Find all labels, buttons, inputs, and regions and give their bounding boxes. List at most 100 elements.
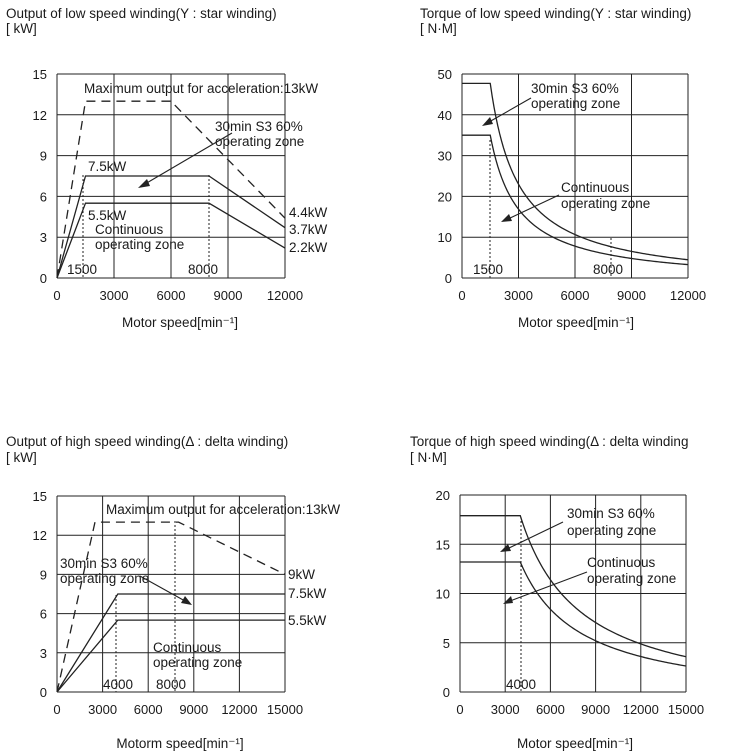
arrow-line bbox=[488, 97, 532, 123]
annotation: operating zone bbox=[215, 134, 304, 149]
y-tick-label: 6 bbox=[40, 607, 47, 622]
x-tick-label: 9000 bbox=[617, 288, 646, 303]
series-line bbox=[56, 202, 286, 279]
x-tick-label: 9000 bbox=[179, 702, 208, 717]
y-tick-label: 50 bbox=[438, 67, 452, 82]
axis-ticks: 0 3000 6000 9000 12000 15000 0 5 10 15 20 bbox=[436, 488, 705, 717]
arrowhead bbox=[500, 544, 511, 552]
annotation: 4.4kW bbox=[289, 205, 328, 220]
x-axis-label: Motor speed[min⁻¹] bbox=[518, 315, 634, 330]
chart-output-low-speed: Output of low speed winding(Y : star win… bbox=[6, 6, 328, 330]
annotation: 9kW bbox=[288, 567, 315, 582]
annotation: 8000 bbox=[188, 262, 218, 277]
arrow-line bbox=[139, 575, 186, 602]
chart-grid bbox=[56, 73, 286, 279]
annotation: 7.5kW bbox=[88, 159, 127, 174]
arrowhead bbox=[138, 179, 150, 188]
x-tick-label: 0 bbox=[458, 288, 465, 303]
x-tick-label: 12000 bbox=[221, 702, 257, 717]
annotation: Maximum output for acceleration:13kW bbox=[84, 81, 318, 96]
annotation: Continuous bbox=[561, 180, 630, 195]
annotation: operating zone bbox=[153, 655, 242, 670]
arrowhead bbox=[482, 117, 493, 126]
annotation: 30min S3 60% bbox=[567, 506, 655, 521]
x-tick-label: 6000 bbox=[536, 702, 565, 717]
chart-unit: [ kW] bbox=[6, 21, 37, 36]
y-tick-label: 9 bbox=[40, 567, 47, 582]
annotation: 7.5kW bbox=[288, 586, 327, 601]
series-line bbox=[462, 82, 689, 261]
series-line bbox=[56, 593, 285, 693]
annotation: operating zone bbox=[587, 571, 676, 586]
chart-output-high-speed: Output of high speed winding(Δ : delta w… bbox=[6, 434, 340, 751]
arrow-line bbox=[507, 194, 560, 220]
chart-title: Torque of low speed winding(Y : star win… bbox=[420, 6, 691, 21]
arrow-line bbox=[509, 571, 588, 602]
annotation: 8000 bbox=[593, 262, 623, 277]
chart-grid bbox=[461, 73, 689, 279]
arrowhead bbox=[503, 596, 513, 604]
y-tick-label: 12 bbox=[33, 108, 47, 123]
y-tick-label: 15 bbox=[33, 489, 47, 504]
annotation: operating zone bbox=[567, 523, 656, 538]
chart-title: Output of high speed winding(Δ : delta w… bbox=[6, 434, 288, 449]
arrow-line bbox=[506, 521, 564, 550]
x-tick-label: 3000 bbox=[100, 288, 129, 303]
series-line bbox=[460, 561, 687, 667]
chart-series bbox=[460, 515, 687, 667]
x-axis-label: Motorm speed[min⁻¹] bbox=[116, 736, 243, 751]
series-line bbox=[56, 175, 286, 279]
axis-ticks: 0 3000 6000 9000 12000 15000 0 3 6 9 12 15 bbox=[33, 489, 304, 717]
annotation: Maximum output for acceleration:13kW bbox=[106, 502, 340, 517]
y-tick-label: 9 bbox=[40, 149, 47, 164]
y-tick-label: 0 bbox=[445, 271, 452, 286]
x-tick-label: 3000 bbox=[491, 702, 520, 717]
series-line bbox=[56, 100, 286, 279]
y-tick-label: 5 bbox=[443, 636, 450, 651]
chart-torque-low-speed: Torque of low speed winding(Y : star win… bbox=[420, 6, 706, 330]
annotation: Continuous bbox=[153, 640, 222, 655]
axis-ticks: 0 3000 6000 9000 12000 0 3 6 9 12 15 bbox=[33, 67, 304, 303]
x-tick-label: 3000 bbox=[88, 702, 117, 717]
annotation: 1500 bbox=[67, 262, 97, 277]
x-tick-label: 6000 bbox=[561, 288, 590, 303]
y-tick-label: 20 bbox=[438, 189, 452, 204]
x-tick-label: 6000 bbox=[134, 702, 163, 717]
y-tick-label: 6 bbox=[40, 189, 47, 204]
x-axis-label: Motor speed[min⁻¹] bbox=[517, 736, 633, 751]
annotation: operating zone bbox=[531, 96, 620, 111]
y-tick-label: 40 bbox=[438, 108, 452, 123]
annotation: 30min S3 60% bbox=[215, 119, 303, 134]
annotation: 1500 bbox=[473, 262, 503, 277]
x-axis-label: Motor speed[min⁻¹] bbox=[122, 315, 238, 330]
y-tick-label: 0 bbox=[443, 685, 450, 700]
arrow-line bbox=[144, 132, 233, 185]
series-line bbox=[460, 515, 687, 658]
x-tick-label: 0 bbox=[53, 288, 60, 303]
chart-unit: [ N·M] bbox=[420, 21, 457, 36]
y-tick-label: 12 bbox=[33, 528, 47, 543]
x-tick-label: 15000 bbox=[267, 702, 303, 717]
y-tick-label: 20 bbox=[436, 488, 450, 503]
annotation: 30min S3 60% bbox=[60, 556, 148, 571]
series-line bbox=[56, 619, 285, 693]
chart-title: Torque of high speed winding(Δ : delta w… bbox=[410, 434, 688, 449]
axis-ticks: 0 3000 6000 9000 12000 0 10 20 30 40 50 bbox=[438, 67, 707, 303]
x-tick-label: 6000 bbox=[157, 288, 186, 303]
annotation: 8000 bbox=[156, 677, 186, 692]
x-tick-label: 0 bbox=[53, 702, 60, 717]
annotation: 4000 bbox=[103, 677, 133, 692]
y-tick-label: 3 bbox=[40, 230, 47, 245]
annotation: 2.2kW bbox=[289, 240, 328, 255]
annotation: 4000 bbox=[506, 677, 536, 692]
chart-torque-high-speed: Torque of high speed winding(Δ : delta w… bbox=[410, 434, 704, 751]
annotation: operating zone bbox=[60, 571, 149, 586]
y-tick-label: 15 bbox=[436, 537, 450, 552]
chart-series bbox=[56, 100, 286, 279]
x-tick-label: 9000 bbox=[581, 702, 610, 717]
x-tick-label: 3000 bbox=[504, 288, 533, 303]
y-tick-label: 10 bbox=[436, 587, 450, 602]
y-tick-label: 10 bbox=[438, 230, 452, 245]
y-tick-label: 15 bbox=[33, 67, 47, 82]
